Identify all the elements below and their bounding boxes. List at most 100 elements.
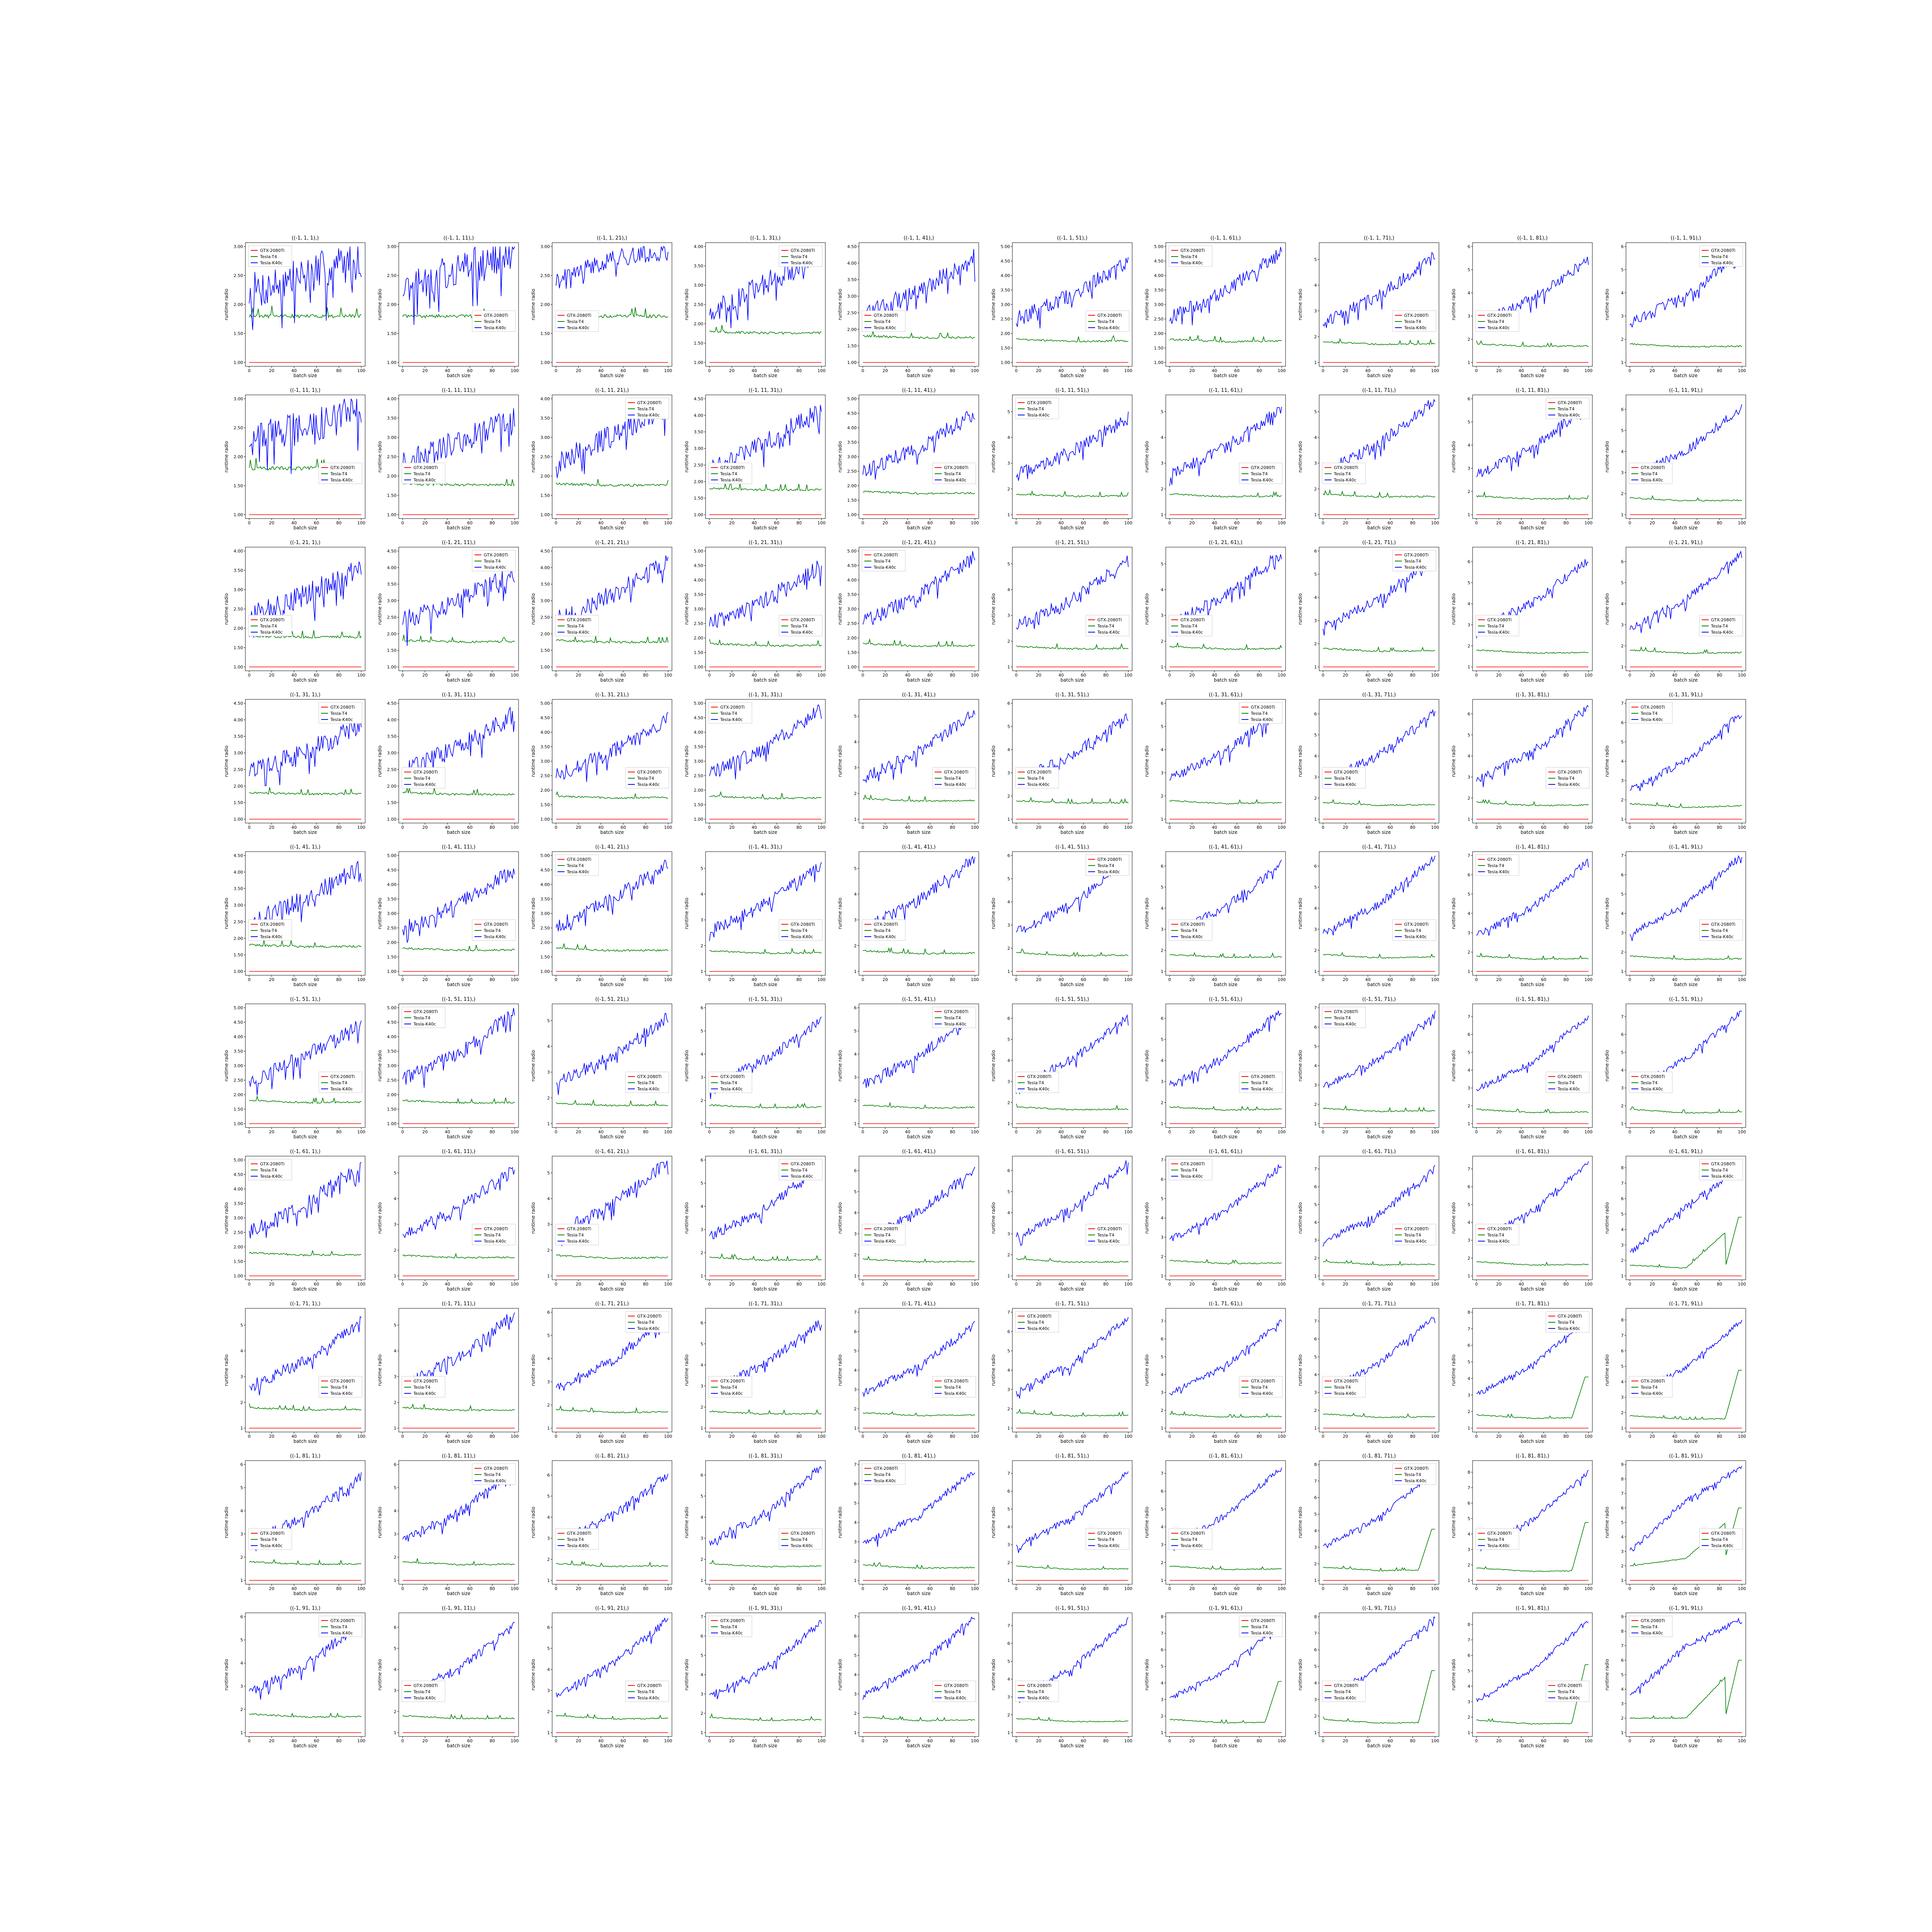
- x-axis-label: batch size: [907, 525, 931, 531]
- x-tick-label: 80: [1563, 1586, 1569, 1591]
- x-tick-label: 80: [1717, 977, 1722, 982]
- series-line-2: [1169, 554, 1282, 637]
- y-axis-label: runtime radio: [684, 593, 689, 625]
- x-tick-label: 100: [971, 1434, 979, 1439]
- legend-label: Tesla-T4: [944, 1385, 961, 1390]
- legend-label: GTX-2080Ti: [1404, 553, 1429, 558]
- y-axis-label: runtime radio: [1298, 289, 1303, 320]
- x-axis-label: batch size: [1367, 1286, 1391, 1292]
- y-tick-label: 2: [1007, 1252, 1010, 1257]
- subplot-title: ((-1, 1, 11),): [444, 235, 474, 241]
- x-tick-label: 0: [708, 368, 711, 373]
- series-line-2: [1476, 705, 1589, 787]
- x-tick-label: 80: [950, 1738, 955, 1743]
- y-tick-label: 4.00: [694, 578, 704, 583]
- y-tick-label: 2.50: [694, 774, 704, 779]
- legend-label: GTX-2080Ti: [1097, 1226, 1122, 1231]
- x-axis-label: batch size: [1674, 982, 1698, 987]
- legend-label: GTX-2080Ti: [260, 922, 284, 927]
- y-tick-label: 5: [854, 1189, 857, 1194]
- y-axis-label: runtime radio: [1298, 1659, 1303, 1690]
- y-tick-label: 1: [1468, 1121, 1470, 1126]
- y-tick-label: 6: [1314, 1337, 1317, 1342]
- series-line-1: [1629, 1370, 1742, 1420]
- y-tick-label: 5: [1468, 892, 1470, 897]
- series-line-1: [1629, 954, 1742, 961]
- series-line-2: [556, 555, 668, 630]
- legend-label: Tesla-K40c: [483, 934, 506, 939]
- x-axis-label: batch size: [1521, 982, 1544, 987]
- legend-label: GTX-2080Ti: [1487, 1531, 1512, 1536]
- x-tick-label: 40: [291, 1434, 297, 1439]
- x-tick-label: 100: [1738, 520, 1746, 526]
- y-tick-label: 3: [854, 1231, 857, 1236]
- y-tick-label: 4.50: [1154, 259, 1164, 264]
- series-line-1: [1169, 799, 1282, 805]
- series-line-1: [709, 483, 822, 492]
- y-tick-label: 4: [854, 1368, 857, 1373]
- y-tick-label: 3: [1468, 466, 1470, 471]
- x-tick-label: 100: [971, 520, 979, 526]
- x-tick-label: 20: [1036, 825, 1041, 830]
- y-tick-label: 4: [240, 1661, 243, 1666]
- y-tick-label: 3: [394, 1374, 396, 1379]
- x-tick-label: 40: [1365, 1129, 1371, 1134]
- y-tick-label: 4: [1007, 1677, 1010, 1682]
- x-axis-label: batch size: [294, 677, 317, 683]
- series-line-1: [1016, 797, 1129, 804]
- x-tick-label: 100: [1585, 1738, 1593, 1743]
- series-line-2: [556, 246, 668, 289]
- y-tick-label: 3: [547, 1379, 550, 1384]
- x-tick-label: 60: [621, 1129, 626, 1134]
- legend-label: Tesla-T4: [1027, 1689, 1044, 1694]
- y-tick-label: 1: [240, 1426, 243, 1431]
- x-tick-label: 80: [490, 673, 495, 678]
- y-axis-label: runtime radio: [1604, 441, 1610, 473]
- series-line-2: [402, 1167, 515, 1238]
- y-tick-label: 6: [854, 1005, 857, 1010]
- x-tick-label: 60: [1694, 977, 1700, 982]
- x-axis-label: batch size: [1521, 1439, 1544, 1444]
- y-tick-label: 1.00: [234, 665, 243, 670]
- x-tick-label: 20: [422, 368, 428, 373]
- y-tick-label: 2.50: [387, 454, 397, 459]
- x-tick-label: 20: [1650, 825, 1655, 830]
- subplot-title: ((-1, 41, 51),): [1056, 844, 1089, 850]
- x-tick-label: 20: [883, 1129, 888, 1134]
- x-tick-label: 60: [314, 1434, 319, 1439]
- y-tick-label: 5: [1007, 1507, 1010, 1512]
- y-tick-label: 6: [547, 1473, 550, 1478]
- x-tick-label: 20: [729, 368, 735, 373]
- y-tick-label: 1: [854, 817, 857, 822]
- axes-frame: [1472, 1460, 1593, 1585]
- series-line-1: [1169, 491, 1282, 498]
- x-axis-label: batch size: [1214, 1743, 1238, 1748]
- x-tick-label: 40: [598, 1282, 604, 1287]
- x-tick-label: 80: [950, 1434, 955, 1439]
- y-tick-label: 4.50: [387, 1020, 397, 1025]
- axes-frame: [1319, 699, 1439, 823]
- y-tick-label: 4: [1007, 1525, 1010, 1530]
- series-line-2: [249, 246, 362, 330]
- x-axis-label: batch size: [1214, 373, 1238, 378]
- legend-label: Tesla-K40c: [1097, 869, 1120, 874]
- y-tick-label: 6: [1468, 244, 1470, 249]
- y-tick-label: 3: [1007, 613, 1010, 618]
- y-tick-label: 2: [1007, 1100, 1010, 1105]
- subplot-title: ((-1, 81, 71),): [1362, 1453, 1396, 1459]
- legend-label: GTX-2080Ti: [1558, 770, 1582, 775]
- y-tick-label: 2: [240, 1707, 243, 1712]
- x-tick-label: 40: [1519, 1129, 1524, 1134]
- y-tick-label: 5: [1468, 1516, 1470, 1521]
- legend-label: Tesla-K40c: [1404, 934, 1427, 939]
- x-tick-label: 100: [357, 1129, 366, 1134]
- y-tick-label: 2: [1621, 1716, 1624, 1721]
- x-tick-label: 80: [490, 1282, 495, 1287]
- legend-label: Tesla-T4: [1557, 1080, 1575, 1085]
- x-tick-label: 40: [1365, 520, 1371, 526]
- series-line-2: [402, 1312, 515, 1390]
